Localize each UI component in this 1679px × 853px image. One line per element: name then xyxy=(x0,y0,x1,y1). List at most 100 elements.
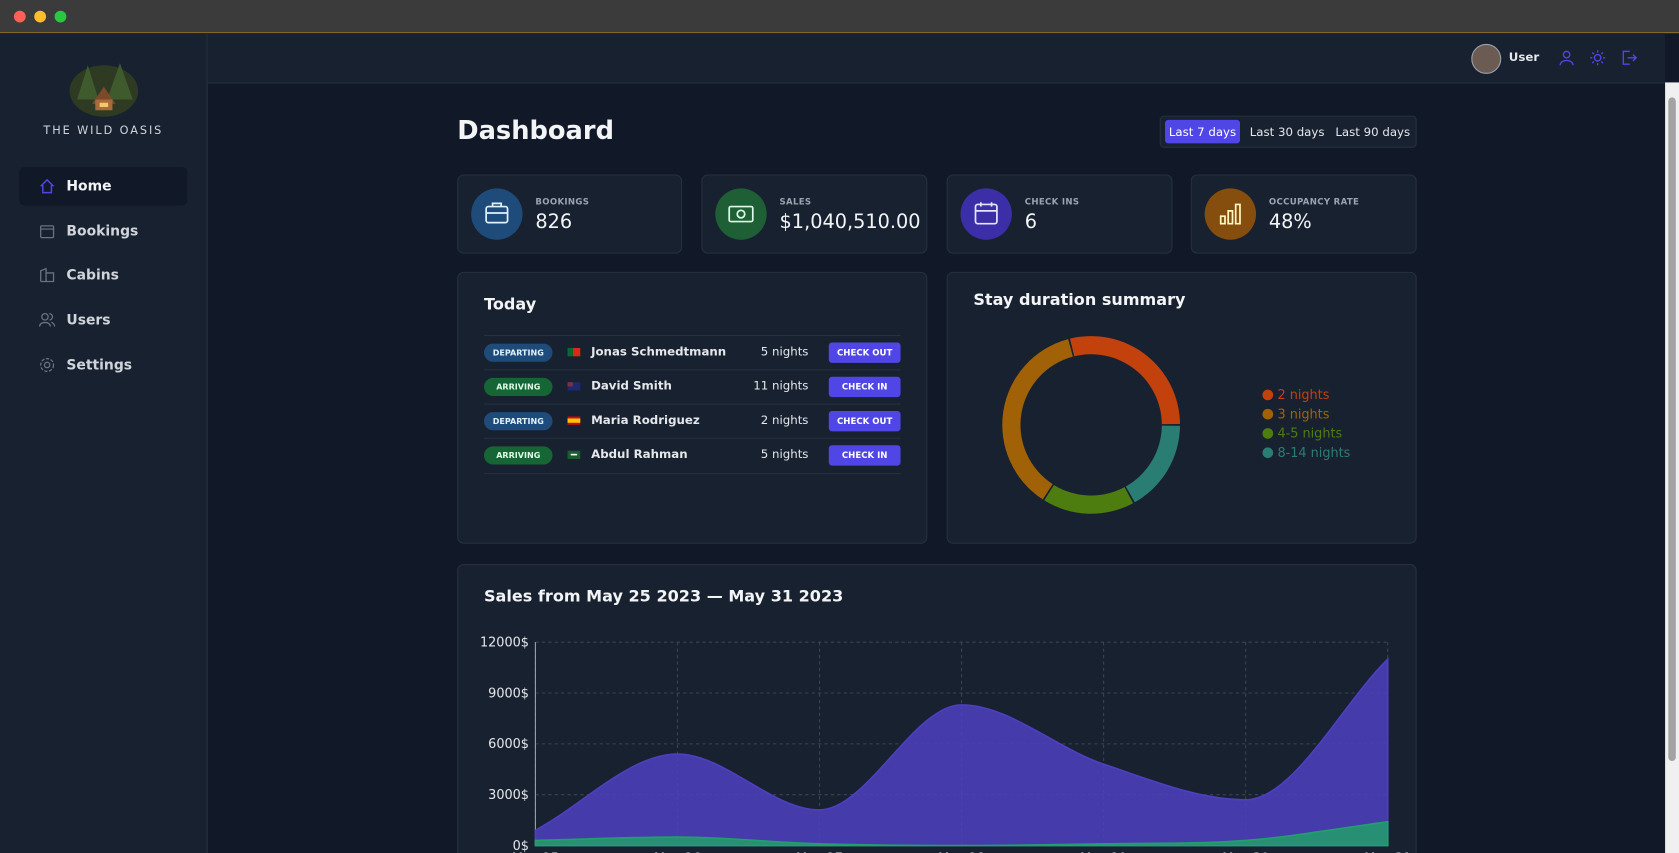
stat-icon xyxy=(715,188,767,240)
scroll-thumb[interactable] xyxy=(1668,97,1676,761)
close-button[interactable] xyxy=(13,10,26,23)
check-in-button[interactable]: CHECK IN xyxy=(828,445,901,466)
y-tick-label: 6000$ xyxy=(488,737,529,752)
donut-chart: Stay duration summary 2 nights 3 nights 4-… xyxy=(973,290,1351,514)
flag xyxy=(567,450,581,460)
filter-button[interactable]: Last 7 days xyxy=(1165,119,1240,144)
donut-slice xyxy=(1125,425,1181,503)
check-in-button[interactable]: CHECK IN xyxy=(828,376,901,398)
minimize-button[interactable] xyxy=(34,10,47,23)
header: User xyxy=(207,33,1666,84)
flag xyxy=(567,382,581,391)
guest-name: Maria Rodriguez xyxy=(591,413,700,428)
nav-item[interactable]: Users xyxy=(19,301,187,340)
legend-swatch xyxy=(1262,428,1274,439)
stat-value: 6 xyxy=(1024,210,1038,234)
legend-label: 3 nights xyxy=(1277,407,1329,422)
status-tag: ARRIVING xyxy=(484,377,553,397)
nav-label: Home xyxy=(66,178,112,195)
check-out-button[interactable]: CHECK OUT xyxy=(828,410,901,432)
card-title: Today xyxy=(484,294,537,314)
stat-value: $1,040,510.00 xyxy=(779,210,921,234)
guest-name: David Smith xyxy=(591,378,672,393)
user-name: User xyxy=(1508,50,1540,65)
donut-slice xyxy=(1002,339,1073,500)
flag xyxy=(567,347,581,357)
guest-name: Abdul Rahman xyxy=(591,447,688,462)
stat-value: 48% xyxy=(1268,210,1312,234)
legend-swatch xyxy=(1262,408,1274,420)
x-tick-label: May 29 xyxy=(1080,852,1127,853)
activity-row: DEPARTING Jonas Schmedtmann 5 nights CHE… xyxy=(484,335,901,370)
stat-label: OCCUPANCY RATE xyxy=(1268,196,1360,207)
x-tick-label: May 30 xyxy=(1222,852,1269,853)
flag xyxy=(567,416,581,425)
x-tick-label: May 28 xyxy=(938,852,985,853)
activity-row: ARRIVING David Smith 11 nights CHECK IN xyxy=(484,369,901,404)
x-tick-label: May 27 xyxy=(796,852,843,853)
area-chart: Sales from May 25 2023 — May 31 2023 May… xyxy=(480,587,1411,853)
legend-label: 8-14 nights xyxy=(1277,446,1350,461)
nights: 5 nights xyxy=(760,344,809,359)
avatar[interactable] xyxy=(1471,43,1502,74)
logout-icon[interactable] xyxy=(1620,49,1638,66)
filter-button[interactable]: Last 90 days xyxy=(1335,124,1411,139)
filter-button[interactable]: Last 30 days xyxy=(1249,124,1325,139)
sales-card: Sales from May 25 2023 — May 31 2023 May… xyxy=(457,564,1417,853)
activity-row: ARRIVING Abdul Rahman 5 nights CHECK IN xyxy=(484,437,901,475)
stat-card: OCCUPANCY RATE 48% xyxy=(1190,174,1417,254)
logo xyxy=(69,63,139,117)
account-icon[interactable] xyxy=(1558,49,1575,66)
stat-icon xyxy=(1204,188,1257,240)
donut-slice xyxy=(1069,336,1181,425)
nav-label: Cabins xyxy=(66,267,119,284)
brand-name: THE WILD OASIS xyxy=(43,124,164,137)
title-bar xyxy=(0,0,1679,34)
guest-name: Jonas Schmedtmann xyxy=(591,344,727,359)
nav-item[interactable]: Bookings xyxy=(19,212,187,251)
stat-icon xyxy=(960,188,1012,240)
stat-value: 826 xyxy=(535,210,573,234)
stat-icon xyxy=(471,188,523,240)
stat-label: BOOKINGS xyxy=(535,196,590,207)
stat-card: BOOKINGS 826 xyxy=(457,174,683,254)
nav-label: Settings xyxy=(66,356,133,373)
y-tick-label: 9000$ xyxy=(488,686,529,701)
area xyxy=(534,657,1389,847)
stat-label: SALES xyxy=(779,196,812,207)
nights: 2 nights xyxy=(760,413,809,428)
nav-item[interactable]: Home xyxy=(19,166,188,206)
nav-label: Users xyxy=(66,311,111,329)
legend-swatch xyxy=(1262,389,1274,401)
activity-row: DEPARTING Maria Rodriguez 2 nights CHECK… xyxy=(484,403,901,439)
status-tag: DEPARTING xyxy=(484,412,553,431)
x-tick-label: May 31 xyxy=(1364,852,1411,853)
status-tag: ARRIVING xyxy=(484,446,553,465)
page-title: Dashboard xyxy=(457,115,614,146)
y-tick-label: 3000$ xyxy=(488,788,529,803)
card-title: Stay duration summary xyxy=(973,290,1186,309)
maximize-button[interactable] xyxy=(54,10,67,23)
nav-item[interactable]: Cabins xyxy=(19,256,187,295)
stat-card: SALES $1,040,510.00 xyxy=(701,174,928,254)
card-title: Sales from May 25 2023 — May 31 2023 xyxy=(484,587,843,606)
stat-card: CHECK INS 6 xyxy=(946,174,1173,254)
legend-label: 4-5 nights xyxy=(1277,427,1342,442)
legend-swatch xyxy=(1262,447,1274,459)
status-tag: DEPARTING xyxy=(484,343,553,362)
theme-icon[interactable] xyxy=(1589,49,1606,66)
nav-item[interactable]: Settings xyxy=(19,346,187,385)
y-tick-label: 12000$ xyxy=(480,635,529,650)
duration-card: Stay duration summary 2 nights 3 nights 4-… xyxy=(946,271,1417,544)
check-out-button[interactable]: CHECK OUT xyxy=(828,342,901,363)
nav-label: Bookings xyxy=(66,223,139,240)
sidebar: THE WILD OASIS Home Bookings Cabins User… xyxy=(0,33,208,853)
today-card: Today DEPARTING Jonas Schmedtmann 5 nigh… xyxy=(457,271,928,544)
filter-group: Last 7 days Last 30 days Last 90 days xyxy=(1159,115,1417,148)
scrollbar xyxy=(1665,82,1679,853)
nights: 5 nights xyxy=(760,447,809,462)
legend-label: 2 nights xyxy=(1277,388,1329,403)
stat-label: CHECK INS xyxy=(1024,196,1080,207)
x-tick-label: May 25 xyxy=(512,852,559,853)
